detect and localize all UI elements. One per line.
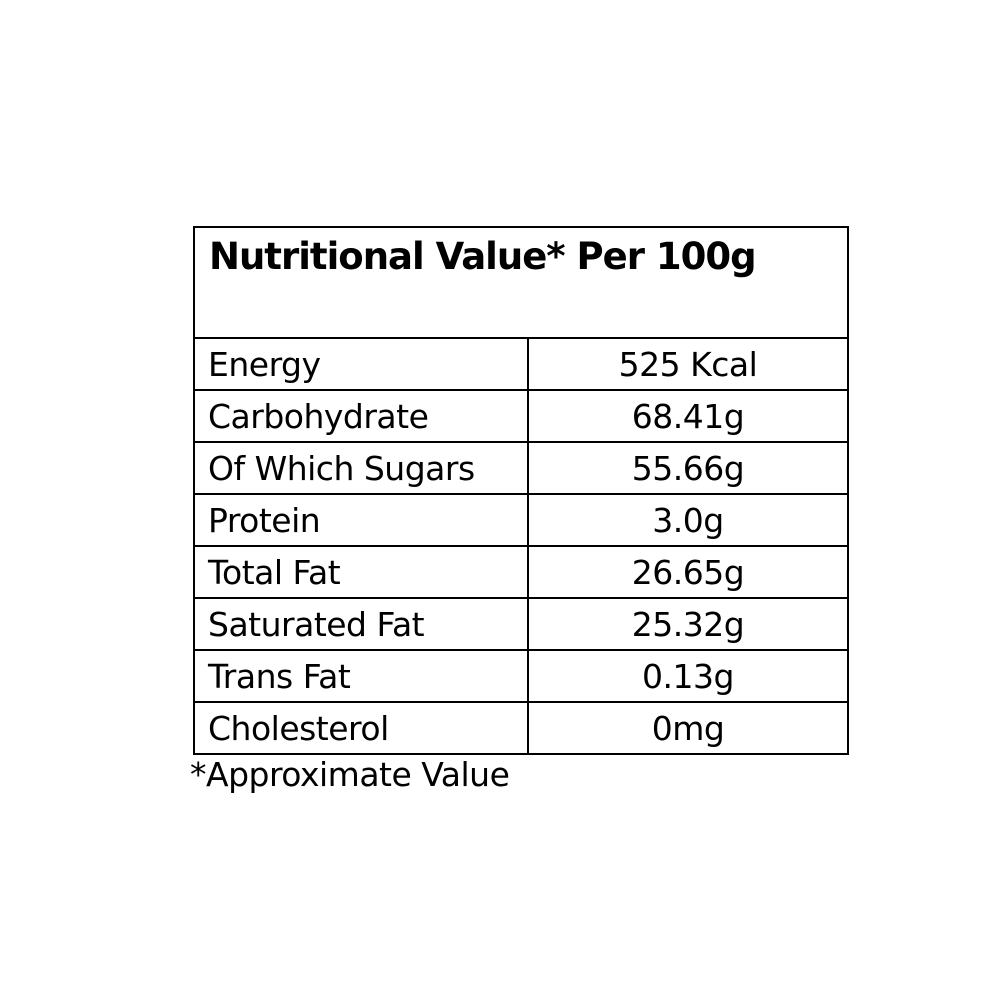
nutrition-table: Nutritional Value* Per 100g Energy 525 K… (192, 226, 850, 755)
nutrient-name: Protein (193, 493, 529, 547)
table-row: Protein 3.0g (193, 493, 850, 547)
nutrient-value: 68.41g (526, 389, 850, 443)
nutrient-value: 3.0g (526, 493, 850, 547)
table-row: Trans Fat 0.13g (193, 649, 850, 703)
nutrient-value: 0mg (526, 701, 850, 755)
table-row: Energy 525 Kcal (193, 337, 850, 391)
table-row: Cholesterol 0mg (193, 701, 850, 755)
nutrient-value: 0.13g (526, 649, 850, 703)
nutrient-name: Of Which Sugars (193, 441, 529, 495)
nutrient-name: Cholesterol (193, 701, 529, 755)
nutrient-value: 525 Kcal (526, 337, 850, 391)
footnote: *Approximate Value (190, 755, 510, 794)
nutrient-name: Trans Fat (193, 649, 529, 703)
title-row: Nutritional Value* Per 100g (192, 226, 850, 339)
nutrient-value: 26.65g (526, 545, 850, 599)
nutrient-name: Carbohydrate (193, 389, 529, 443)
nutrient-name: Energy (193, 337, 529, 391)
table-row: Carbohydrate 68.41g (193, 389, 850, 443)
table-row: Saturated Fat 25.32g (193, 597, 850, 651)
nutrient-name: Total Fat (193, 545, 529, 599)
table-row: Of Which Sugars 55.66g (193, 441, 850, 495)
table-title: Nutritional Value* Per 100g (192, 226, 850, 339)
table-row: Total Fat 26.65g (193, 545, 850, 599)
nutrient-value: 25.32g (526, 597, 850, 651)
nutrient-value: 55.66g (526, 441, 850, 495)
nutrient-name: Saturated Fat (193, 597, 529, 651)
